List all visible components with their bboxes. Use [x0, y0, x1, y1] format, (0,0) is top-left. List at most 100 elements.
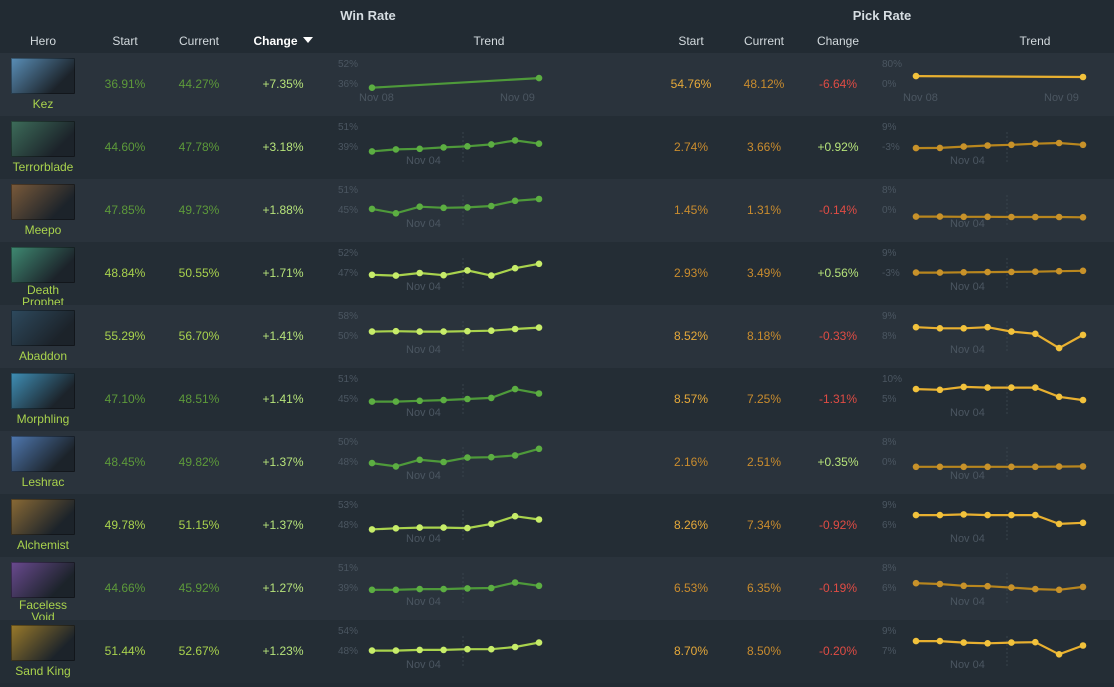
sparkline-point[interactable]: [440, 204, 447, 212]
sparkline-point[interactable]: [488, 141, 495, 148]
table-row[interactable]: Abaddon 55.29% 56.70% +1.41% 58% 50% Nov 04 8.5…: [0, 305, 1114, 368]
hero-cell[interactable]: Morphling: [0, 368, 86, 431]
sparkline-point[interactable]: [984, 582, 991, 590]
pr-change-column-header[interactable]: Change: [816, 34, 860, 48]
sparkline-point[interactable]: [1055, 267, 1063, 275]
sparkline-point[interactable]: [368, 84, 376, 91]
hero-name[interactable]: Meepo: [24, 223, 62, 237]
sparkline-point[interactable]: [1055, 586, 1063, 594]
table-row[interactable]: Faceless Void 44.66% 45.92% +1.27% 51% 39% Nov…: [0, 557, 1114, 623]
hero-cell[interactable]: Sand King: [0, 620, 86, 683]
sparkline-point[interactable]: [464, 327, 471, 335]
sparkline-point[interactable]: [440, 328, 447, 335]
hero-name[interactable]: Terrorblade: [12, 160, 74, 174]
sparkline-point[interactable]: [1079, 73, 1087, 81]
sparkline-point[interactable]: [464, 204, 471, 211]
hero-cell[interactable]: Meepo: [0, 179, 86, 242]
sparkline-point[interactable]: [511, 264, 519, 272]
sparkline-point[interactable]: [464, 143, 471, 150]
sparkline-point[interactable]: [511, 643, 519, 651]
sparkline-point[interactable]: [368, 647, 376, 654]
sparkline-point[interactable]: [1079, 214, 1087, 221]
sparkline-point[interactable]: [368, 205, 376, 213]
sparkline-point[interactable]: [936, 386, 944, 394]
sparkline-point[interactable]: [1008, 141, 1015, 149]
sparkline-point[interactable]: [488, 645, 495, 653]
hero-portrait[interactable]: [11, 121, 75, 157]
sparkline-point[interactable]: [535, 516, 543, 523]
sparkline-point[interactable]: [392, 146, 400, 153]
sparkline-point[interactable]: [1008, 511, 1015, 519]
hero-cell[interactable]: Abaddon: [0, 305, 86, 368]
table-row[interactable]: Alchemist 49.78% 51.15% +1.37% 53% 48% Nov 04 8…: [0, 494, 1114, 557]
sparkline-point[interactable]: [1079, 267, 1087, 275]
sparkline-point[interactable]: [984, 384, 991, 391]
hero-name[interactable]: Sand King: [15, 664, 71, 678]
sparkline-point[interactable]: [488, 202, 495, 210]
sparkline-point[interactable]: [1079, 463, 1087, 470]
sparkline-point[interactable]: [440, 396, 447, 404]
sparkline-point[interactable]: [984, 213, 991, 221]
table-row[interactable]: Sand King 51.44% 52.67% +1.23% 54% 48% Nov 04 8…: [0, 620, 1114, 683]
table-row[interactable]: Death Prophet 48.84% 50.55% +1.71% 52% 47% Nov…: [0, 242, 1114, 308]
hero-cell[interactable]: Leshrac: [0, 431, 86, 494]
sparkline-point[interactable]: [416, 524, 423, 531]
wr-start-column-header[interactable]: Start: [112, 34, 138, 48]
sparkline-point[interactable]: [416, 203, 423, 210]
sparkline-point[interactable]: [535, 390, 543, 397]
sparkline-point[interactable]: [1032, 585, 1039, 593]
sparkline-point[interactable]: [1079, 141, 1087, 149]
table-row[interactable]: Leshrac 48.45% 49.82% +1.37% 50% 48% Nov 04 2.1…: [0, 431, 1114, 494]
sparkline-point[interactable]: [984, 142, 991, 149]
sparkline-point[interactable]: [936, 463, 944, 471]
sparkline-point[interactable]: [1055, 651, 1063, 658]
sparkline-point[interactable]: [535, 260, 543, 268]
hero-cell[interactable]: Terrorblade: [0, 116, 86, 179]
sparkline-point[interactable]: [511, 579, 519, 586]
sparkline-point[interactable]: [960, 511, 967, 518]
hero-cell[interactable]: Death Prophet: [0, 242, 86, 308]
sparkline-point[interactable]: [416, 397, 423, 405]
wr-current-column-header[interactable]: Current: [178, 34, 219, 48]
sparkline-point[interactable]: [1008, 639, 1015, 646]
sparkline-point[interactable]: [392, 525, 400, 532]
table-row[interactable]: Meepo 47.85% 49.73% +1.88% 51% 45% Nov 04 1.45%…: [0, 179, 1114, 242]
hero-portrait[interactable]: [11, 184, 75, 220]
sparkline-point[interactable]: [464, 585, 471, 592]
sparkline-point[interactable]: [1055, 344, 1063, 352]
hero-column-header[interactable]: Hero: [29, 34, 56, 48]
hero-portrait[interactable]: [11, 436, 75, 472]
sparkline-point[interactable]: [960, 269, 967, 276]
hero-portrait[interactable]: [11, 562, 75, 598]
sparkline-point[interactable]: [912, 637, 920, 645]
sparkline-point[interactable]: [1032, 638, 1039, 646]
sparkline-point[interactable]: [1079, 519, 1087, 527]
sparkline-point[interactable]: [511, 452, 519, 459]
sparkline-point[interactable]: [1079, 642, 1087, 649]
sparkline-point[interactable]: [416, 269, 423, 277]
hero-portrait[interactable]: [11, 247, 75, 283]
sparkline-point[interactable]: [960, 383, 967, 391]
hero-name[interactable]: Alchemist: [16, 538, 69, 552]
sparkline-point[interactable]: [440, 524, 447, 531]
hero-name[interactable]: Kez: [32, 97, 54, 111]
sparkline-point[interactable]: [960, 213, 967, 221]
sparkline-point[interactable]: [392, 647, 400, 654]
sparkline-point[interactable]: [1008, 584, 1015, 591]
sparkline-point[interactable]: [1032, 268, 1039, 275]
sparkline-point[interactable]: [464, 267, 471, 274]
sparkline-point[interactable]: [392, 272, 400, 279]
sparkline-point[interactable]: [1032, 511, 1039, 519]
sparkline-point[interactable]: [912, 144, 920, 152]
hero-portrait[interactable]: [11, 373, 75, 409]
sparkline-point[interactable]: [984, 323, 991, 331]
sparkline-point[interactable]: [912, 463, 920, 471]
sparkline-point[interactable]: [488, 394, 495, 402]
sparkline-point[interactable]: [984, 640, 991, 647]
sparkline-point[interactable]: [535, 582, 543, 590]
sparkline-point[interactable]: [440, 458, 447, 466]
sparkline-point[interactable]: [535, 445, 543, 453]
sparkline-point[interactable]: [440, 585, 447, 593]
sparkline-point[interactable]: [440, 646, 447, 654]
sparkline-point[interactable]: [984, 268, 991, 276]
